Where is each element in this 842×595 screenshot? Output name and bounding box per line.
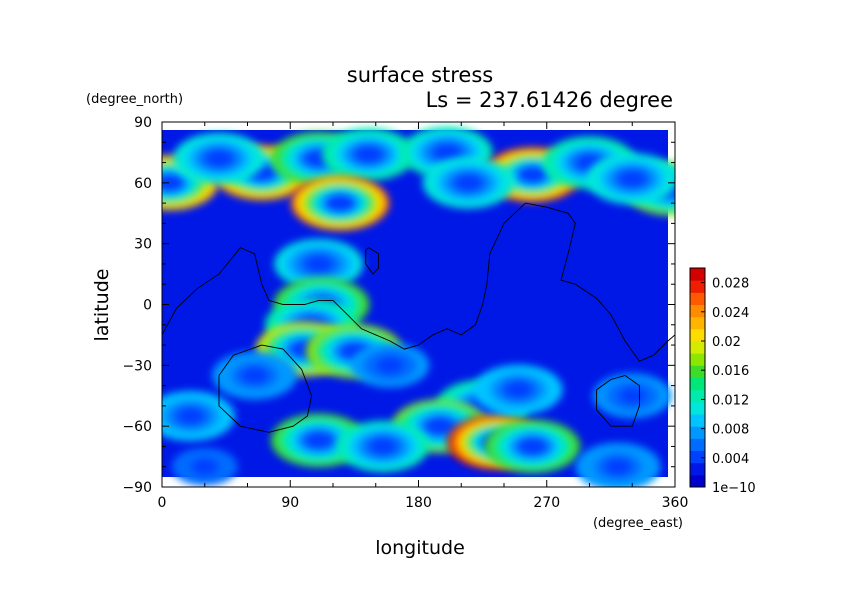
colorbar-swatch [690, 389, 705, 403]
hotspot-10 [586, 153, 675, 205]
hotspot-28 [171, 447, 238, 486]
hotspot-6 [290, 175, 390, 231]
hotspot-ring [162, 173, 184, 192]
colorbar-swatch [690, 401, 705, 415]
colorbar-swatch [690, 365, 705, 378]
hotspot-ring [205, 149, 233, 168]
hotspot-17 [212, 351, 298, 400]
colorbar-swatch [690, 414, 705, 427]
contour-line-2 [218, 344, 313, 433]
colorbar-swatch [690, 377, 705, 391]
hotspot-ring [618, 169, 647, 188]
contour-line-3 [596, 375, 640, 427]
colorbar-tick-label: 0.004 [712, 452, 749, 467]
colorbar-swatch [690, 268, 705, 281]
chart-title: surface stress [347, 63, 493, 87]
contour-line-0 [162, 202, 675, 362]
colorbar-swatch [690, 341, 705, 354]
hotspot-ring [190, 457, 219, 476]
hotspot-23 [484, 419, 581, 474]
colorbar-swatch [690, 353, 705, 366]
x-tick-label: 180 [405, 495, 432, 511]
y-tick-label: 60 [134, 176, 152, 192]
hotspot-ring [368, 437, 397, 456]
y-tick-label: −90 [122, 480, 152, 496]
colorbar-frame [689, 267, 706, 488]
colorbar-swatch [690, 426, 705, 439]
hotspot-7 [401, 126, 493, 179]
colorbar-tick-label: 0.02 [712, 335, 741, 350]
colorbar-swatch [690, 316, 705, 330]
colorbar-swatch [690, 462, 705, 476]
hotspot-26 [473, 364, 563, 415]
hotspot-5 [173, 132, 265, 185]
y-tick-label: 90 [134, 115, 152, 131]
y-tick-label: 0 [143, 298, 152, 314]
hotspot-ring [604, 457, 632, 476]
hotspot-ring [354, 145, 383, 164]
hotspot-ring [304, 431, 333, 450]
hotspot-ring [240, 366, 269, 385]
colorbar-swatch [690, 438, 705, 451]
hotspot-27 [575, 442, 661, 487]
x-tick-label: 0 [158, 495, 167, 511]
y-unit-label: (degree_north) [86, 92, 183, 107]
hotspot-ring [326, 194, 355, 213]
plot-field [162, 126, 675, 487]
hotspot-layer [162, 126, 675, 487]
colorbar-swatch [690, 474, 705, 488]
hotspot-25 [337, 420, 429, 473]
colorbar-swatch [690, 292, 705, 305]
hotspot-ring [454, 173, 483, 192]
hotspot-18 [350, 343, 430, 388]
x-tick-label: 360 [662, 495, 689, 511]
y-axis-label: latitude [91, 269, 113, 342]
colorbar-swatch [690, 450, 705, 464]
x-tick-label: 90 [281, 495, 299, 511]
y-tick-label: 30 [134, 237, 152, 253]
hotspot-29 [592, 373, 672, 419]
colorbar-tick-label: 0.012 [712, 393, 749, 408]
hotspot-19 [162, 391, 235, 442]
x-tick-label: 270 [533, 495, 560, 511]
hotspot-ring [425, 417, 454, 436]
colorbar-swatch [690, 304, 705, 318]
hotspot-11 [422, 157, 515, 209]
contour-layer [162, 202, 675, 433]
colorbar-tick-label: 0.016 [712, 364, 749, 379]
hotspot-ring [176, 407, 205, 426]
colorbar-tick-label: 0.024 [712, 306, 749, 321]
hotspot-ring [376, 356, 404, 375]
y-tick-label: −30 [122, 358, 152, 374]
hotspot-ring [618, 386, 647, 405]
hotspot-ring [504, 380, 533, 399]
colorbar-swatch [690, 280, 705, 293]
hotspot-ring [518, 165, 547, 184]
colorbar-tick-label: 0.028 [712, 277, 749, 292]
hotspot-ring [304, 254, 333, 273]
x-axis-label: longitude [375, 537, 465, 559]
colorbar-swatch [690, 328, 705, 342]
colorbar-tick-label: 0.008 [712, 423, 749, 438]
hotspot-ring [433, 143, 461, 162]
hotspot-4 [322, 128, 416, 181]
hotspot-12 [274, 238, 364, 289]
colorbar: 0.028 0.024 0.02 0.016 0.012 0.008 0.004 1e−10 [689, 267, 756, 496]
x-unit-label: (degree_east) [593, 516, 683, 531]
colorbar-tick-label: 1e−10 [712, 481, 756, 496]
hotspot-ring [518, 437, 547, 456]
y-tick-label: −60 [122, 419, 152, 435]
contour-line-1 [365, 247, 380, 275]
axis-layer: 0 90 180 270 360 90 60 30 0 −30 −60 −90 [122, 115, 688, 511]
chart-subtitle: Ls = 237.61426 degree [426, 88, 673, 112]
